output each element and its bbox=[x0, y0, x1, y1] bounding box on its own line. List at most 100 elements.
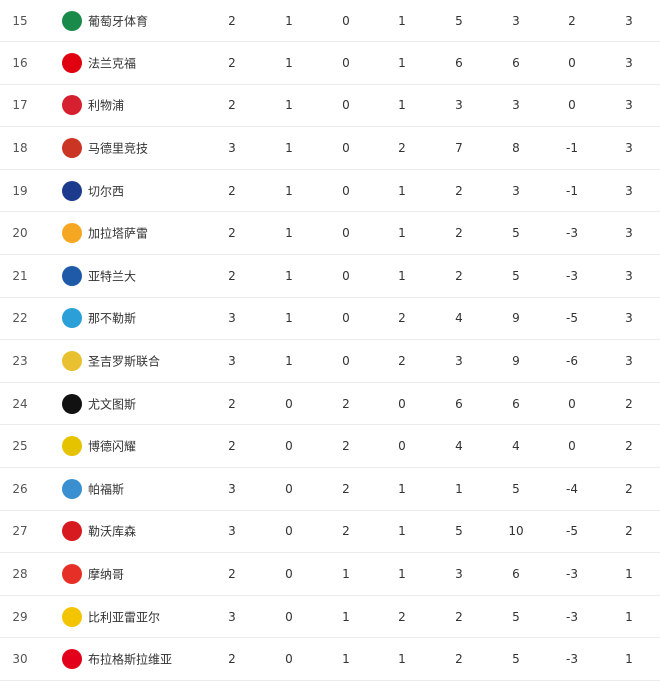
won-cell: 0 bbox=[285, 567, 293, 582]
goals-against-cell: 5 bbox=[512, 268, 520, 283]
table-row[interactable]: 27 勒沃库森 3 0 2 1 5 10 -5 2 bbox=[0, 511, 660, 554]
team-name[interactable]: 马德里竞技 bbox=[88, 141, 149, 156]
goals-for-cell: 3 bbox=[455, 354, 463, 369]
team-name[interactable]: 利物浦 bbox=[88, 98, 125, 113]
lost-cell: 1 bbox=[398, 268, 406, 283]
goal-difference-cell: 0 bbox=[568, 439, 576, 454]
rank: 30 bbox=[12, 652, 28, 667]
goals-for-cell: 2 bbox=[455, 609, 463, 624]
goals-for-cell: 5 bbox=[455, 524, 463, 539]
goals-against-cell: 5 bbox=[512, 609, 520, 624]
team-name[interactable]: 加拉塔萨雷 bbox=[88, 226, 149, 241]
points-cell: 2 bbox=[625, 439, 633, 454]
played-cell: 2 bbox=[228, 439, 236, 454]
goals-against-cell: 6 bbox=[512, 567, 520, 582]
eintracht-frankfurt-logo bbox=[62, 52, 82, 73]
table-row[interactable]: 17 利物浦 2 1 0 1 3 3 0 3 bbox=[0, 85, 660, 128]
goals-against-cell: 6 bbox=[512, 55, 520, 70]
lost-cell: 1 bbox=[398, 567, 406, 582]
goals-against-cell: 9 bbox=[512, 311, 520, 326]
played-cell: 2 bbox=[228, 183, 236, 198]
goals-against-cell: 5 bbox=[512, 226, 520, 241]
table-row[interactable]: 22 那不勒斯 3 1 0 2 4 9 -5 3 bbox=[0, 298, 660, 341]
played-cell: 3 bbox=[228, 141, 236, 156]
table-row[interactable]: 23 圣吉罗斯联合 3 1 0 2 3 9 -6 3 bbox=[0, 340, 660, 383]
goal-difference-cell: -3 bbox=[566, 567, 578, 582]
goals-for-cell: 5 bbox=[455, 13, 463, 28]
rank: 25 bbox=[12, 439, 28, 454]
table-row[interactable]: 21 亚特兰大 2 1 0 1 2 5 -3 3 bbox=[0, 255, 660, 298]
played-cell: 2 bbox=[228, 55, 236, 70]
rank: 22 bbox=[12, 311, 28, 326]
table-row[interactable]: 24 尤文图斯 2 0 2 0 6 6 0 2 bbox=[0, 383, 660, 426]
goals-against-cell: 8 bbox=[512, 141, 520, 156]
rank: 24 bbox=[12, 396, 28, 411]
team-name[interactable]: 摩纳哥 bbox=[88, 567, 125, 582]
rank: 17 bbox=[12, 98, 28, 113]
drawn-cell: 0 bbox=[342, 98, 350, 113]
won-cell: 0 bbox=[285, 439, 293, 454]
lost-cell: 1 bbox=[398, 524, 406, 539]
goal-difference-cell: -4 bbox=[566, 481, 578, 496]
table-row[interactable]: 30 布拉格斯拉维亚 2 0 1 1 2 5 -3 1 bbox=[0, 638, 660, 681]
won-cell: 1 bbox=[285, 268, 293, 283]
team-name[interactable]: 帕福斯 bbox=[88, 482, 125, 497]
drawn-cell: 0 bbox=[342, 13, 350, 28]
team-name[interactable]: 葡萄牙体育 bbox=[88, 14, 149, 29]
drawn-cell: 1 bbox=[342, 652, 350, 667]
table-row[interactable]: 25 博德闪耀 2 0 2 0 4 4 0 2 bbox=[0, 425, 660, 469]
goal-difference-cell: -5 bbox=[566, 311, 578, 326]
goal-difference-cell: -3 bbox=[566, 652, 578, 667]
rank: 15 bbox=[12, 13, 28, 28]
goals-against-cell: 5 bbox=[512, 652, 520, 667]
goals-for-cell: 4 bbox=[455, 311, 463, 326]
rank: 29 bbox=[12, 609, 28, 624]
goal-difference-cell: -3 bbox=[566, 268, 578, 283]
table-row[interactable]: 20 加拉塔萨雷 2 1 0 1 2 5 -3 3 bbox=[0, 212, 660, 256]
galatasaray-logo bbox=[62, 223, 82, 244]
drawn-cell: 2 bbox=[342, 481, 350, 496]
team-name[interactable]: 那不勒斯 bbox=[88, 311, 137, 326]
goals-for-cell: 6 bbox=[455, 55, 463, 70]
rank: 21 bbox=[12, 268, 28, 283]
table-row[interactable]: 28 摩纳哥 2 0 1 1 3 6 -3 1 bbox=[0, 553, 660, 596]
won-cell: 1 bbox=[285, 13, 293, 28]
played-cell: 3 bbox=[228, 354, 236, 369]
team-name[interactable]: 尤文图斯 bbox=[88, 397, 137, 412]
goal-difference-cell: -3 bbox=[566, 609, 578, 624]
team-name[interactable]: 勒沃库森 bbox=[88, 524, 137, 539]
lost-cell: 1 bbox=[398, 13, 406, 28]
played-cell: 2 bbox=[228, 98, 236, 113]
drawn-cell: 0 bbox=[342, 55, 350, 70]
table-row[interactable]: 19 切尔西 2 1 0 1 2 3 -1 3 bbox=[0, 170, 660, 213]
played-cell: 2 bbox=[228, 226, 236, 241]
team-name[interactable]: 布拉格斯拉维亚 bbox=[88, 652, 173, 667]
table-row[interactable]: 18 马德里竞技 3 1 0 2 7 8 -1 3 bbox=[0, 127, 660, 170]
team-name[interactable]: 比利亚雷亚尔 bbox=[88, 610, 161, 625]
won-cell: 1 bbox=[285, 55, 293, 70]
team-name[interactable]: 亚特兰大 bbox=[88, 269, 137, 284]
table-row[interactable]: 15 葡萄牙体育 2 1 0 1 5 3 2 3 bbox=[0, 0, 660, 43]
rank: 16 bbox=[12, 55, 28, 70]
team-name[interactable]: 切尔西 bbox=[88, 184, 125, 199]
drawn-cell: 2 bbox=[342, 396, 350, 411]
drawn-cell: 0 bbox=[342, 141, 350, 156]
leverkusen-logo bbox=[62, 521, 82, 542]
rank: 28 bbox=[12, 567, 28, 582]
lost-cell: 0 bbox=[398, 439, 406, 454]
played-cell: 3 bbox=[228, 311, 236, 326]
team-name[interactable]: 圣吉罗斯联合 bbox=[88, 354, 161, 369]
team-name[interactable]: 博德闪耀 bbox=[88, 439, 137, 454]
villarreal-logo bbox=[62, 606, 82, 627]
won-cell: 0 bbox=[285, 524, 293, 539]
won-cell: 1 bbox=[285, 183, 293, 198]
points-cell: 3 bbox=[625, 268, 633, 283]
table-row[interactable]: 29 比利亚雷亚尔 3 0 1 2 2 5 -3 1 bbox=[0, 596, 660, 639]
played-cell: 2 bbox=[228, 652, 236, 667]
table-row[interactable]: 26 帕福斯 3 0 2 1 1 5 -4 2 bbox=[0, 468, 660, 511]
points-cell: 1 bbox=[625, 567, 633, 582]
table-row[interactable]: 16 法兰克福 2 1 0 1 6 6 0 3 bbox=[0, 42, 660, 85]
juventus-logo bbox=[62, 393, 82, 414]
team-name[interactable]: 法兰克福 bbox=[88, 56, 137, 71]
